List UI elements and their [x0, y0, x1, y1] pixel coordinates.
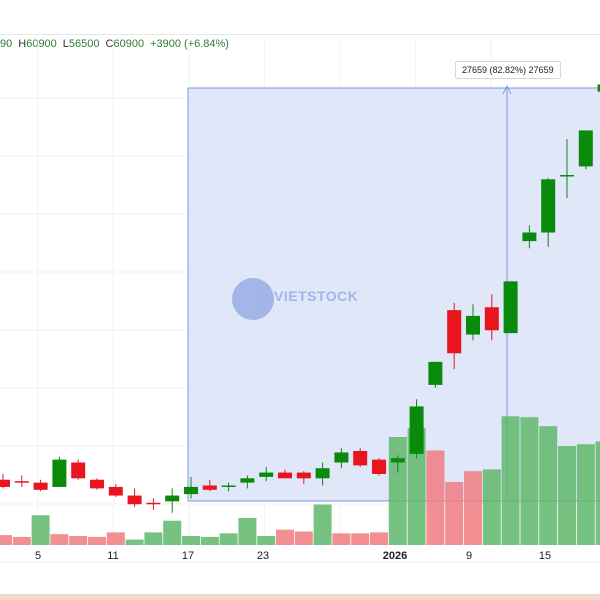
volume-bar — [370, 532, 388, 545]
candle-body — [466, 315, 480, 335]
candle-body — [484, 307, 499, 331]
volume-bar — [313, 504, 332, 545]
candle-body — [259, 472, 274, 477]
candle-body — [409, 406, 424, 454]
volume-bar — [332, 533, 351, 545]
candle-body — [372, 459, 386, 474]
candle-body — [334, 452, 349, 463]
vietstock-watermark: VIETSTOCK — [232, 276, 372, 324]
chart-toolbar — [0, 0, 600, 35]
volume-bar — [276, 529, 294, 545]
candle-body — [108, 486, 123, 496]
ohlc-high: 60900 — [26, 38, 57, 50]
x-tick-label: 15 — [538, 550, 552, 562]
volume-bar — [125, 539, 144, 545]
volume-bar — [482, 469, 501, 545]
volume-bar — [558, 446, 576, 545]
volume-bar — [50, 534, 69, 545]
measure-arrow-head — [502, 84, 512, 95]
candle-body — [165, 495, 180, 502]
candle-body — [428, 361, 443, 385]
volume-bar — [576, 444, 595, 545]
volume-bar — [257, 536, 276, 545]
candle-body — [127, 495, 142, 505]
volume-bar — [520, 417, 539, 545]
ohlc-change: +3900 (+6.84%) — [150, 38, 229, 50]
volume-bar — [238, 518, 257, 545]
x-tick-label: 2026 — [382, 550, 408, 562]
candle-body — [240, 478, 255, 483]
candle-body — [447, 310, 462, 354]
ohlc-open: 90 — [0, 38, 13, 50]
volume-bar — [219, 533, 238, 545]
candle-body — [221, 485, 236, 487]
volume-bar — [69, 536, 88, 545]
candle-body — [52, 459, 67, 487]
candle-body — [146, 502, 161, 505]
x-tick-label: 17 — [181, 550, 195, 562]
ohlc-close: 60900 — [113, 38, 145, 50]
volume-bar — [200, 536, 219, 545]
measure-tooltip: 27659 (82.82%) 27659 — [455, 61, 561, 79]
volume-bar — [445, 482, 464, 545]
vietstock-logo-icon — [232, 278, 274, 320]
volume-bar — [106, 532, 125, 545]
candle-body — [184, 486, 198, 495]
x-tick-label: 5 — [34, 550, 42, 562]
candle-body — [390, 458, 405, 463]
volume-bar — [464, 471, 482, 545]
ohlc-high-label: H — [18, 38, 27, 50]
watermark-text: VIETSTOCK — [274, 288, 359, 304]
candle-body — [71, 462, 86, 479]
volume-bar — [426, 450, 445, 545]
volume-bar — [182, 536, 200, 545]
volume-bar — [12, 536, 31, 545]
candle-body — [14, 481, 29, 483]
candle-body — [522, 232, 537, 242]
volume-bar — [539, 426, 558, 545]
volume-bar — [0, 535, 12, 545]
ohlc-legend: 90 H60900 L56500 C60900 +3900 (+6.84%) — [0, 38, 235, 54]
candle-body — [541, 179, 556, 233]
candle-body — [202, 485, 217, 490]
candle-body — [296, 472, 311, 479]
candle-body — [315, 468, 330, 479]
x-tick-label: 23 — [256, 550, 270, 562]
volume-bar — [31, 515, 50, 545]
candle-body — [90, 479, 104, 489]
candle-body — [33, 482, 48, 490]
ohlc-close-label: C — [105, 38, 114, 50]
candle-body — [278, 472, 292, 479]
candle-body — [560, 175, 574, 177]
volume-bar — [501, 416, 520, 545]
volume-bar — [595, 441, 600, 545]
x-tick-label: 11 — [107, 550, 119, 562]
volume-bar — [294, 531, 313, 545]
volume-bar — [407, 428, 426, 545]
candle-body — [353, 451, 368, 466]
volume-bar — [388, 437, 407, 545]
volume-bar — [351, 533, 370, 545]
volume-bar — [88, 536, 106, 545]
candle-body — [597, 84, 600, 92]
candle-body — [578, 130, 593, 167]
ohlc-low: 56500 — [68, 38, 100, 50]
x-tick-label: 9 — [465, 550, 473, 562]
volume-bar — [144, 532, 163, 545]
candle-body — [503, 281, 518, 334]
volume-bar — [163, 520, 182, 545]
bottom-scroll-strip[interactable] — [0, 594, 600, 600]
ohlc-low-label: L — [62, 38, 69, 50]
candle-body — [0, 479, 10, 487]
